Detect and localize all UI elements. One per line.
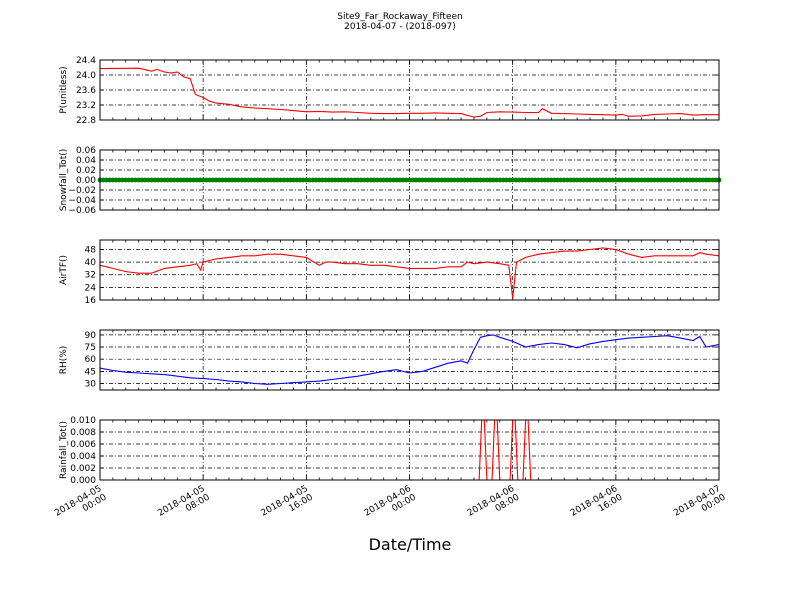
y-tick-label: 0.000	[70, 476, 96, 486]
panel-1: 24.4 24.0 23.6 23.2 22.8 P(unitless)	[59, 56, 720, 126]
panel-5: 0.010 0.008 0.006 0.004 0.002 0.000Rainfall_T…	[59, 416, 720, 486]
panel-2: 0.060.040.020.00−0.02−0.04−0.06Snowfall_…	[59, 146, 722, 216]
axes-frame	[99, 329, 720, 391]
axes-frame	[99, 419, 720, 481]
axes-frame	[99, 59, 720, 121]
y-tick-label: 32	[85, 271, 96, 281]
y-tick-label: 30	[85, 380, 97, 390]
y-axis-label: RH(%)	[59, 346, 69, 375]
figure-subtitle: 2018-04-07 - (2018-097)	[344, 22, 456, 32]
y-tick-label: −0.04	[68, 196, 96, 206]
y-tick-label: 0.008	[70, 428, 96, 438]
y-tick-label: 24	[85, 283, 97, 293]
series-line	[100, 247, 719, 299]
y-tick-label: 45	[85, 367, 96, 377]
y-tick-label: 0.004	[70, 452, 96, 462]
axes-frame	[99, 149, 720, 211]
y-tick-label: 24.0	[76, 71, 96, 81]
series-line	[100, 420, 719, 480]
y-tick-label: −0.06	[68, 206, 96, 216]
y-tick-label: 60	[85, 355, 97, 365]
y-axis-label: P(unitless)	[59, 66, 69, 113]
y-tick-label: 0.02	[76, 166, 96, 176]
y-axis-label: Rainfall_Tot()	[59, 421, 69, 479]
figure-title: Site9_Far_Rockaway_Fifteen	[337, 12, 463, 22]
panel-4: 90 75 60 45 30 RH(%)	[59, 329, 720, 391]
subplots: 24.424.023.623.222.8P(unitless)0.060.040…	[59, 56, 722, 486]
y-tick-label: 0.00	[76, 176, 96, 186]
y-tick-label: 23.2	[76, 101, 96, 111]
y-tick-label: 0.002	[70, 464, 96, 474]
series-line	[100, 67, 719, 118]
y-axis-label: AirTF()	[59, 255, 69, 285]
y-tick-label: 23.6	[76, 86, 96, 96]
series-line	[100, 334, 719, 385]
y-tick-label: 0.04	[76, 156, 96, 166]
y-tick-label: 24.4	[76, 56, 96, 66]
y-axis-label: Snowfall_Tot()	[59, 149, 69, 212]
panel-3: 48 40 32 24 16 AirTF()	[59, 239, 720, 306]
y-tick-label: 40	[85, 258, 97, 268]
y-tick-label: 0.006	[70, 440, 96, 450]
x-axis-label: Date/Time	[369, 535, 452, 554]
axes-frame	[99, 239, 720, 301]
y-tick-label: 0.06	[76, 146, 96, 156]
y-tick-label: 75	[85, 343, 96, 353]
y-tick-label: 22.8	[76, 116, 96, 126]
y-tick-label: −0.02	[68, 186, 96, 196]
y-tick-label: 16	[85, 296, 97, 306]
y-tick-label: 90	[85, 331, 97, 341]
y-tick-label: 48	[85, 245, 97, 255]
y-tick-label: 0.010	[70, 416, 96, 426]
